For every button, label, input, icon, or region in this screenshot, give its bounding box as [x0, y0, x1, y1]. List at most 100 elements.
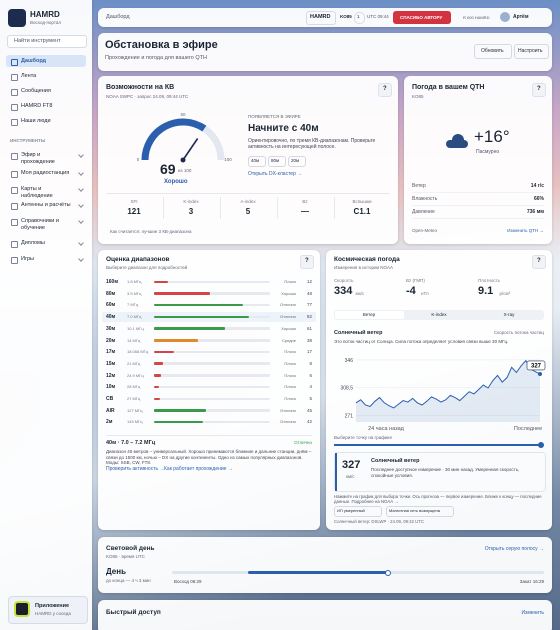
tab-active[interactable] [335, 311, 404, 319]
band-name[interactable]: 30м [106, 325, 116, 332]
band-freq: 145 МГц [127, 419, 143, 425]
tool-label[interactable]: Справочники и обучение [21, 218, 59, 231]
gauge-fill [141, 118, 207, 161]
gauge-needle [182, 138, 199, 161]
band-name[interactable]: 60м [106, 302, 116, 309]
nav-label[interactable]: HAMRD FT8 [21, 103, 53, 109]
help-button[interactable] [378, 83, 392, 97]
tool-label[interactable]: Моя радиостанция [21, 170, 70, 176]
band-name[interactable]: 80м [106, 290, 116, 297]
nav-item[interactable] [6, 70, 86, 82]
help-button[interactable] [300, 255, 314, 269]
tab[interactable]: X-ray [503, 312, 515, 317]
band-chip[interactable] [248, 156, 266, 167]
band-name[interactable]: 20м [106, 337, 116, 344]
donate-label[interactable]: СПАСИБО АВТОРУ [400, 14, 443, 20]
nav-label[interactable]: Дашборд [21, 58, 47, 64]
line [355, 359, 541, 409]
band-name[interactable]: AIR [106, 407, 115, 414]
topbar-logo: HAMRD [310, 14, 331, 20]
nav-label[interactable]: Лента [21, 73, 37, 79]
nav-item[interactable] [6, 55, 86, 67]
band-chip-label[interactable]: 80м [271, 158, 280, 163]
band-status: Отлично [280, 302, 296, 308]
link[interactable]: Как работает прохождение → [164, 466, 233, 472]
help-button[interactable] [532, 83, 546, 97]
band-chip-label[interactable]: 20м [291, 158, 300, 163]
band-chip[interactable] [288, 156, 306, 167]
slider-knob[interactable] [538, 441, 544, 448]
nav-label[interactable]: Сообщения [21, 88, 51, 94]
help-label[interactable]: ? [537, 257, 541, 264]
score: 69 [160, 161, 176, 177]
app-icon [14, 601, 30, 617]
divider [412, 205, 544, 206]
band-status: Средне [281, 337, 296, 343]
slider[interactable] [334, 444, 542, 446]
locator: KO85 [340, 14, 352, 19]
row-value: 66% [533, 196, 544, 202]
temperature: +16° [474, 127, 510, 146]
bar-track [154, 280, 270, 283]
band-name[interactable]: 17м [106, 349, 116, 356]
nav-icon [11, 73, 18, 81]
link[interactable]: Изменить [521, 610, 544, 616]
app-subtitle[interactable]: HAMRD у соседа [35, 611, 71, 616]
bar [154, 409, 207, 412]
tool-label[interactable]: Антенны и расчёты [21, 202, 71, 208]
divider [412, 218, 544, 219]
tab[interactable]: Ветер [362, 312, 376, 317]
divider [277, 197, 278, 219]
band-name[interactable]: 10м [106, 384, 116, 391]
link[interactable]: Открыть DX-кластер → [248, 171, 303, 177]
band-name[interactable]: 15м [106, 360, 116, 367]
band-name[interactable]: 12м [106, 372, 116, 379]
tool-label[interactable]: Дипломы [21, 240, 45, 246]
band-freq: 28 МГц [127, 384, 141, 390]
tool-label[interactable]: Эфир и прохождение [21, 152, 55, 165]
nav-label[interactable]: Наши люди [21, 118, 51, 124]
band-name[interactable]: 160м [106, 279, 119, 285]
stat-unit: р/см³ [499, 291, 511, 296]
search-box[interactable] [7, 35, 87, 48]
chip [334, 506, 382, 517]
link[interactable]: Изменить QTH → [507, 228, 544, 233]
link[interactable]: Проверить активность → [106, 466, 165, 472]
band-score: 82 [306, 314, 312, 320]
tool-icon [11, 171, 18, 178]
donate-button[interactable] [393, 11, 451, 24]
settings-label[interactable]: Настроить [518, 47, 543, 54]
tab[interactable]: K-index [431, 312, 447, 317]
help-button[interactable] [532, 255, 546, 269]
row-value: 14 г/с [530, 183, 544, 189]
app-box[interactable]: Приложение HAMRD у соседа [8, 596, 88, 624]
refresh-label[interactable]: Обновить [481, 47, 504, 54]
app-title[interactable]: Приложение [35, 603, 70, 609]
band-freq: 10.1 МГц [127, 325, 144, 331]
band-status: Хорошо [281, 290, 296, 296]
band-name[interactable]: СВ [106, 396, 114, 402]
link[interactable]: Открыть серую полосу → [484, 546, 544, 552]
chevron [78, 186, 84, 192]
chip-label: Магнитная сеть возмущена [389, 508, 440, 513]
accent [335, 453, 337, 491]
help-label[interactable]: ? [305, 257, 309, 264]
row-label: Давление [412, 209, 435, 215]
band-name[interactable]: 40м [106, 314, 116, 321]
help-label[interactable]: ? [383, 85, 387, 92]
help-label[interactable]: ? [537, 85, 541, 92]
tool-icon [11, 241, 18, 248]
section-side: Скорость потока частиц [493, 330, 544, 335]
tool-label[interactable]: Карты и наблюдение [21, 186, 53, 199]
refresh-button[interactable] [474, 44, 512, 59]
band-name[interactable]: 2м [106, 419, 113, 426]
tool-label[interactable]: Игры [21, 256, 34, 262]
stat-label: A-index [240, 199, 256, 204]
band-chip[interactable] [268, 156, 286, 167]
search-placeholder[interactable]: Найти инструмент [14, 37, 61, 44]
gauge-tick-label: 0 [137, 157, 140, 162]
bar [154, 315, 250, 319]
settings-button[interactable] [514, 44, 549, 59]
user-name[interactable]: Артём [513, 14, 529, 20]
band-chip-label[interactable]: 40м [251, 158, 260, 163]
